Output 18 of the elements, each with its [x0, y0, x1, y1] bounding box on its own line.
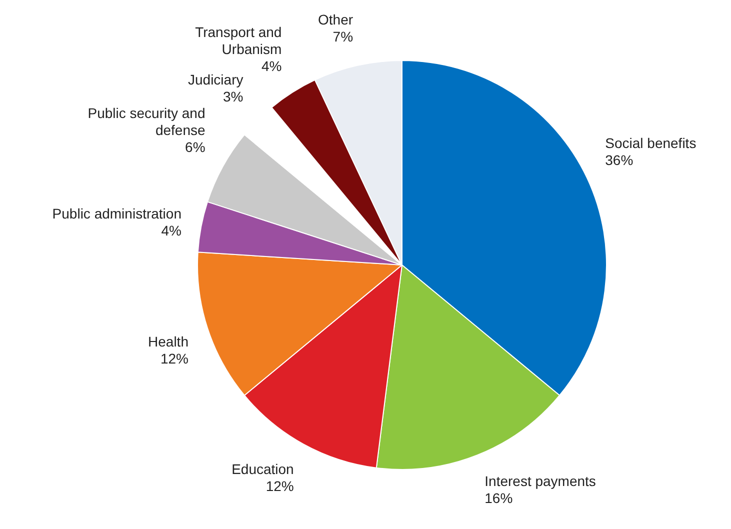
data-label: 12%: [160, 350, 188, 367]
data-label: 36%: [605, 152, 634, 168]
slice-label: Interest payments: [484, 473, 596, 490]
slice-label: Judiciary: [188, 72, 244, 88]
data-label: 3%: [223, 88, 244, 105]
slice-label: Education: [232, 461, 294, 478]
slice-label: Other: [318, 11, 354, 28]
slice-label: Public administration: [52, 205, 182, 222]
data-label: 4%: [261, 58, 282, 74]
data-label: 4%: [161, 222, 182, 238]
data-label: 16%: [484, 490, 513, 506]
slice-label: Social benefits: [605, 134, 696, 151]
data-label: 7%: [332, 28, 354, 44]
slice-label: Public security and defense: [88, 105, 206, 138]
slice-label: Transport and Urbanism: [195, 24, 282, 57]
slice-label: Health: [148, 334, 188, 350]
data-label: 6%: [185, 139, 206, 156]
data-label: 12%: [266, 478, 294, 494]
